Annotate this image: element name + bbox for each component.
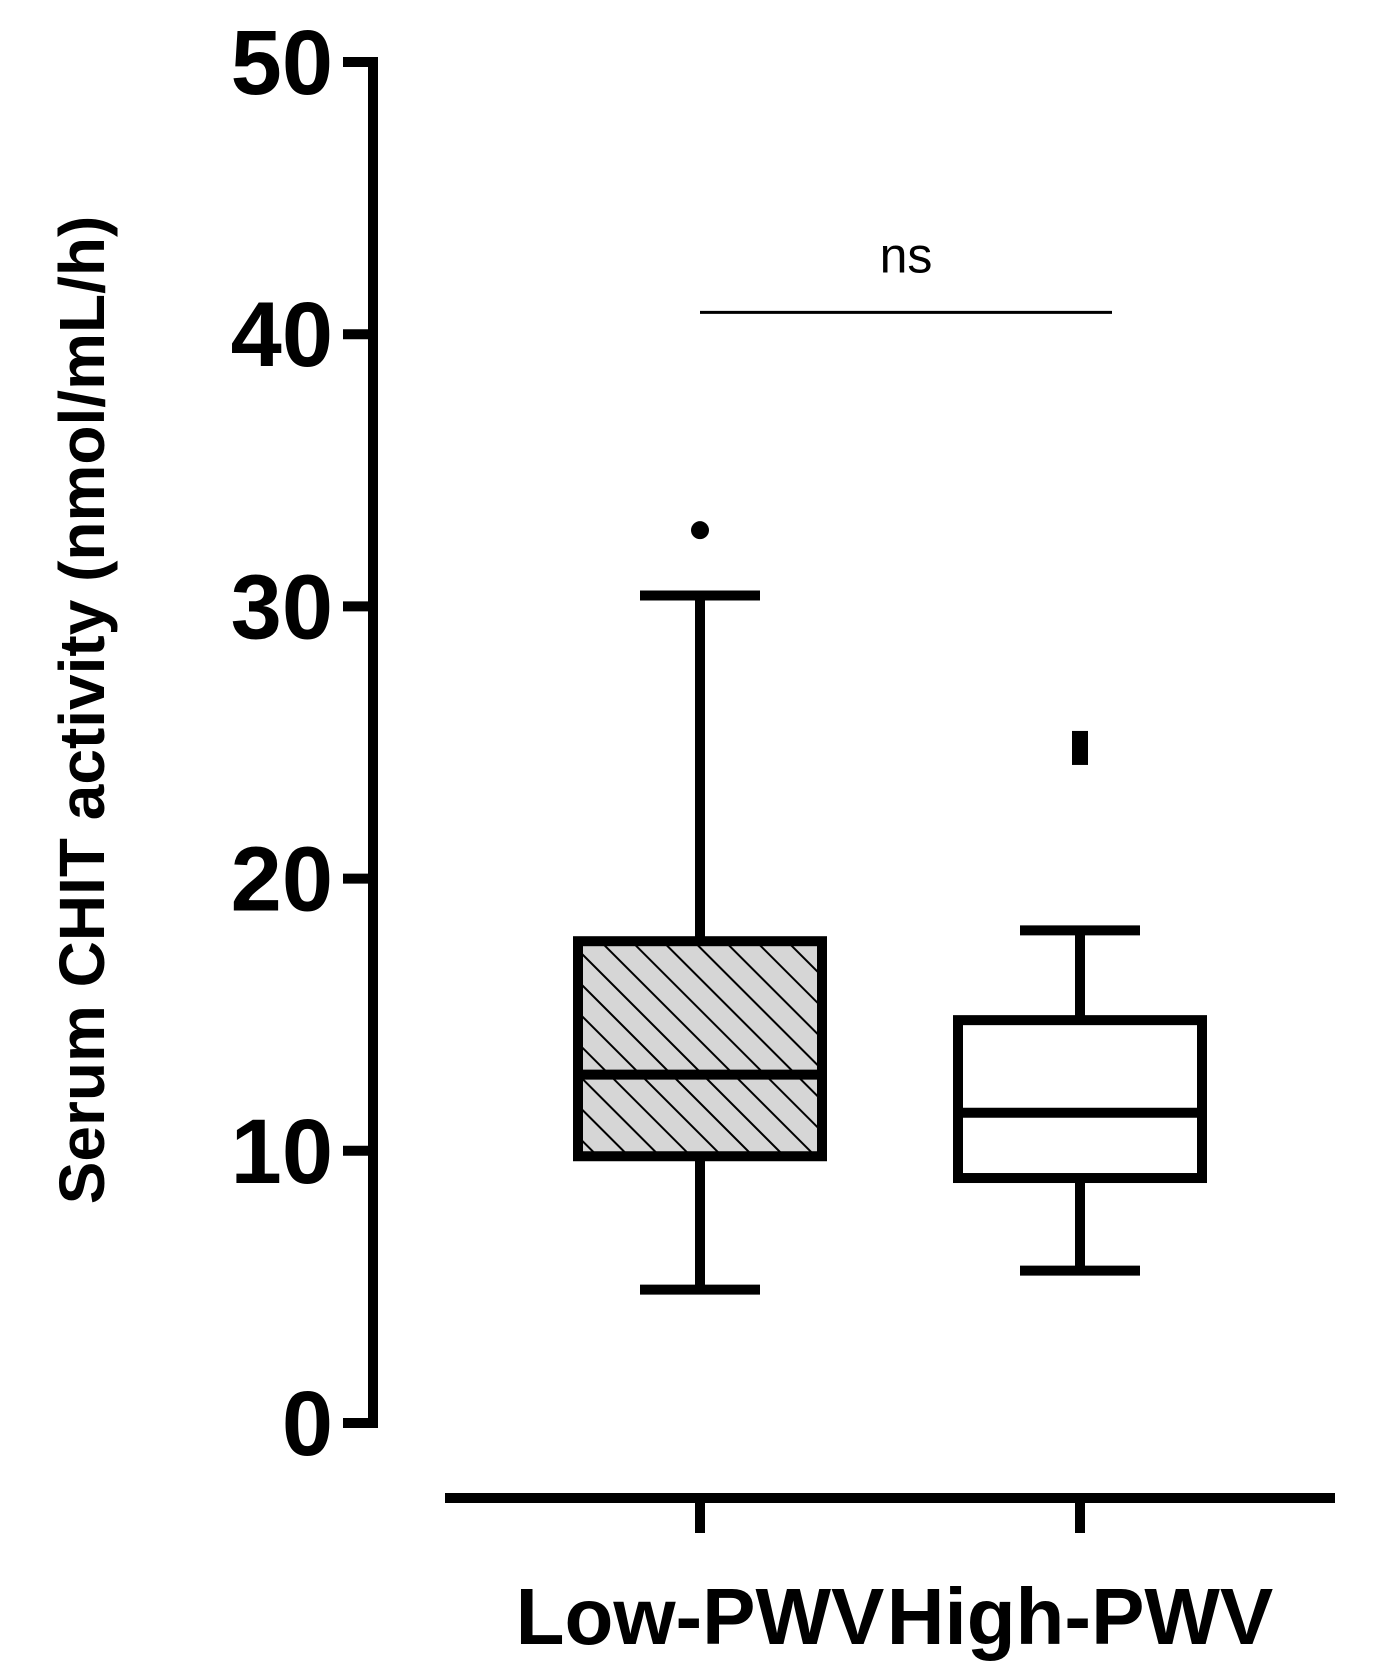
outlier-point [691, 521, 709, 540]
y-tick-label: 0 [282, 1373, 333, 1475]
y-axis: 0 10 20 30 40 50 [231, 12, 378, 1475]
y-tick-label: 10 [231, 1101, 333, 1203]
y-tick-label: 40 [231, 284, 333, 386]
significance-label: ns [880, 227, 933, 283]
outlier-point [1072, 730, 1088, 765]
iqr-box [573, 936, 827, 1162]
x-axis: Low-PWV High-PWV [445, 1493, 1335, 1661]
x-tick-label: Low-PWV [516, 1572, 885, 1661]
significance-annotations: ns [700, 227, 1112, 314]
box-series [573, 521, 1207, 1295]
y-tick-label: 50 [231, 12, 333, 114]
y-tick-label: 20 [231, 829, 333, 931]
box-high-pwv [953, 730, 1207, 1276]
y-tick-label: 30 [231, 556, 333, 658]
y-axis-label: Serum CHIT activity (nmol/mL/h) [46, 216, 118, 1205]
box-low-pwv [573, 521, 827, 1295]
iqr-box [953, 1015, 1207, 1184]
x-tick-label: High-PWV [887, 1572, 1274, 1661]
